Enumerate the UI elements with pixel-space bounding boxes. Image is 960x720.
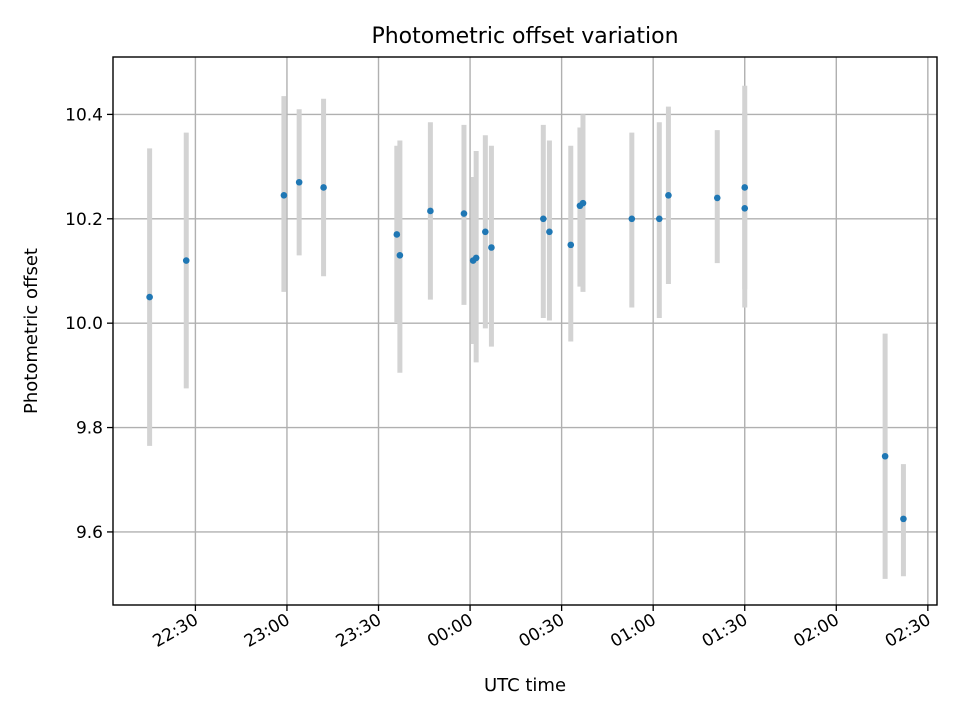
x-tick-label: 22:30 [149,610,201,652]
data-point [881,452,889,460]
data-point [540,215,547,223]
y-axis-label: Photometric offset [21,248,42,414]
data-point [900,515,907,523]
plot-area-frame [112,56,938,606]
x-tick-label: 02:00 [790,610,842,652]
data-point [280,192,288,199]
x-tick-label: 23:00 [241,610,293,652]
data-point [460,210,468,217]
x-tick-label: 01:00 [607,610,659,652]
data-point [482,228,489,236]
grid [113,57,937,605]
data-points [146,178,907,523]
y-tick-label: 10.2 [65,210,103,230]
y-axis-ticks: 9.6 9.8 10.0 10.2 10.4 [65,105,113,543]
x-tick-label: 02:30 [882,610,934,652]
data-point [628,215,636,223]
data-point [567,241,575,249]
chart-title: Photometric offset variation [371,24,678,49]
x-tick-label: 00:30 [516,610,568,652]
x-tick-label: 01:30 [699,610,751,652]
x-tick-label: 23:30 [333,610,385,652]
data-point [546,228,553,236]
y-tick-label: 9.6 [76,523,103,543]
data-point [655,215,663,223]
data-point [396,252,404,259]
x-axis-label: UTC time [484,675,566,696]
data-point [488,244,495,251]
data-point [427,207,434,215]
data-point [579,199,587,207]
data-point [713,194,721,202]
data-point [665,192,672,199]
x-tick-label: 00:00 [424,610,476,652]
data-point [741,205,749,212]
y-tick-label: 10.0 [65,314,103,334]
y-tick-label: 10.4 [65,105,103,125]
error-bars [147,85,906,579]
data-point [741,184,749,191]
data-point [320,184,327,191]
data-point [393,231,401,238]
data-point [182,257,190,264]
data-point [472,254,480,262]
data-point [295,178,303,186]
data-point [146,293,153,301]
y-tick-label: 9.8 [76,419,103,439]
x-axis-ticks: 22:30 23:00 23:30 00:00 00:30 01:00 01:30 02:00… [149,605,934,652]
